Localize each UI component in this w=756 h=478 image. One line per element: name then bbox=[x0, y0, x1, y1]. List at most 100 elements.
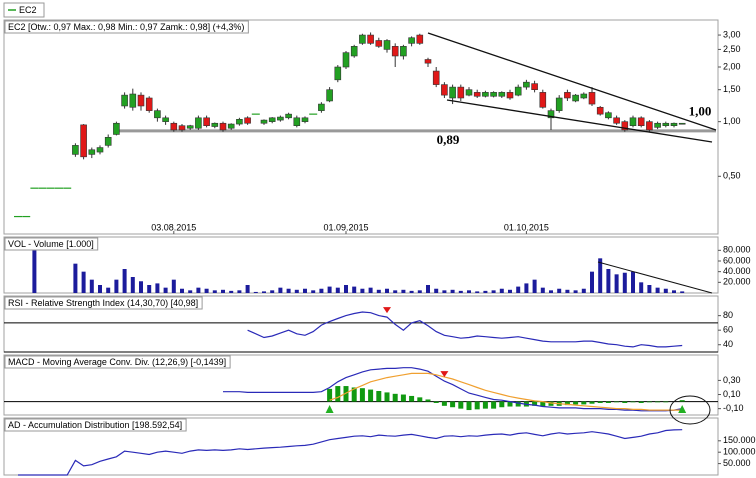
candle-body bbox=[170, 122, 178, 131]
candle-body bbox=[277, 116, 284, 121]
bar bbox=[516, 286, 521, 293]
bar bbox=[474, 401, 480, 410]
bar bbox=[508, 289, 512, 293]
bar bbox=[483, 290, 488, 293]
bar bbox=[679, 400, 685, 402]
bar bbox=[237, 290, 242, 293]
y-tick-label: 80 bbox=[723, 310, 733, 320]
y-tick-label: 0,50 bbox=[723, 171, 741, 181]
candle-body bbox=[367, 34, 374, 44]
candle-body bbox=[178, 125, 186, 131]
bar bbox=[524, 283, 529, 293]
bar bbox=[589, 401, 595, 404]
bar bbox=[352, 286, 357, 293]
candle-body bbox=[629, 117, 637, 126]
bar bbox=[376, 289, 381, 293]
candle-body bbox=[596, 106, 604, 115]
price-label: 1,00 bbox=[689, 104, 712, 119]
bar bbox=[605, 401, 611, 403]
bar bbox=[409, 290, 414, 293]
panel-title: MACD - Moving Average Conv. Div. (12,26,… bbox=[8, 357, 226, 367]
candle-body bbox=[441, 84, 448, 96]
y-tick-label: 50.000 bbox=[723, 458, 751, 468]
signal-marker bbox=[383, 307, 391, 314]
line bbox=[223, 367, 683, 412]
bar bbox=[368, 287, 373, 293]
bar bbox=[434, 288, 439, 293]
y-tick-label: 2,00 bbox=[723, 61, 741, 71]
candle-body bbox=[424, 59, 432, 64]
candle-body bbox=[498, 92, 506, 97]
bar bbox=[655, 401, 661, 403]
bar bbox=[303, 288, 307, 293]
highlight-circle bbox=[669, 395, 711, 425]
candle-body bbox=[400, 46, 407, 57]
bar bbox=[335, 386, 341, 402]
bar bbox=[319, 288, 324, 293]
bar bbox=[639, 282, 644, 293]
trend-line bbox=[597, 261, 713, 294]
candle-body bbox=[236, 119, 243, 125]
bar bbox=[221, 289, 225, 293]
y-tick-label: 60 bbox=[723, 325, 733, 335]
bar bbox=[327, 388, 333, 402]
y-tick-label: 1,00 bbox=[723, 116, 741, 126]
bar bbox=[311, 290, 316, 293]
bar bbox=[590, 271, 594, 293]
bar bbox=[598, 258, 603, 293]
candle-body bbox=[342, 52, 350, 68]
candle-body bbox=[293, 117, 301, 126]
bar bbox=[384, 392, 390, 402]
bar bbox=[532, 401, 538, 406]
y-tick-label: -0,10 bbox=[723, 403, 744, 413]
bar bbox=[188, 290, 193, 293]
trend-line bbox=[427, 32, 717, 131]
y-tick-label: 40.000 bbox=[723, 266, 751, 276]
title-box bbox=[4, 418, 187, 432]
bar bbox=[597, 401, 603, 403]
bar bbox=[663, 401, 669, 403]
candle-body bbox=[268, 117, 276, 122]
bar bbox=[466, 401, 472, 411]
bar bbox=[680, 291, 685, 293]
title-box bbox=[4, 20, 249, 34]
candle-body bbox=[482, 92, 489, 97]
candle-body bbox=[613, 117, 620, 124]
bar bbox=[663, 288, 668, 293]
panel: 0,30 0,10 -0,10 MACD - Moving Average Conv.… bbox=[3, 354, 744, 416]
candle-body bbox=[80, 124, 87, 158]
bar bbox=[442, 290, 447, 293]
bar bbox=[557, 288, 562, 293]
bar bbox=[499, 401, 505, 408]
bar bbox=[441, 401, 447, 406]
bar bbox=[32, 247, 37, 293]
bar bbox=[171, 279, 176, 293]
y-tick-label: 20.000 bbox=[723, 277, 751, 287]
candle-body bbox=[383, 40, 391, 50]
bar bbox=[262, 291, 266, 293]
candle-body bbox=[244, 117, 251, 124]
x-tick-label: 01.10.2015 bbox=[504, 222, 549, 232]
candle-body bbox=[539, 92, 547, 108]
candle-body bbox=[473, 92, 481, 97]
candle-body bbox=[605, 112, 612, 119]
bar bbox=[540, 401, 546, 407]
candle-body bbox=[186, 125, 194, 129]
bar bbox=[573, 290, 578, 293]
panel-frame bbox=[3, 19, 719, 235]
bar bbox=[425, 399, 431, 402]
y-tick-label: 0,10 bbox=[723, 389, 741, 399]
candle-body bbox=[137, 94, 145, 107]
candle-body bbox=[523, 81, 530, 88]
y-tick-label: 3,00 bbox=[723, 29, 741, 39]
bar bbox=[196, 287, 201, 293]
candle-body bbox=[260, 119, 268, 124]
bar bbox=[499, 288, 504, 293]
candle-body bbox=[391, 46, 399, 57]
signal-marker bbox=[325, 405, 334, 413]
bar bbox=[73, 263, 78, 293]
y-tick-label: 1,50 bbox=[723, 84, 741, 94]
candle-body bbox=[408, 37, 415, 44]
bar bbox=[491, 401, 497, 409]
